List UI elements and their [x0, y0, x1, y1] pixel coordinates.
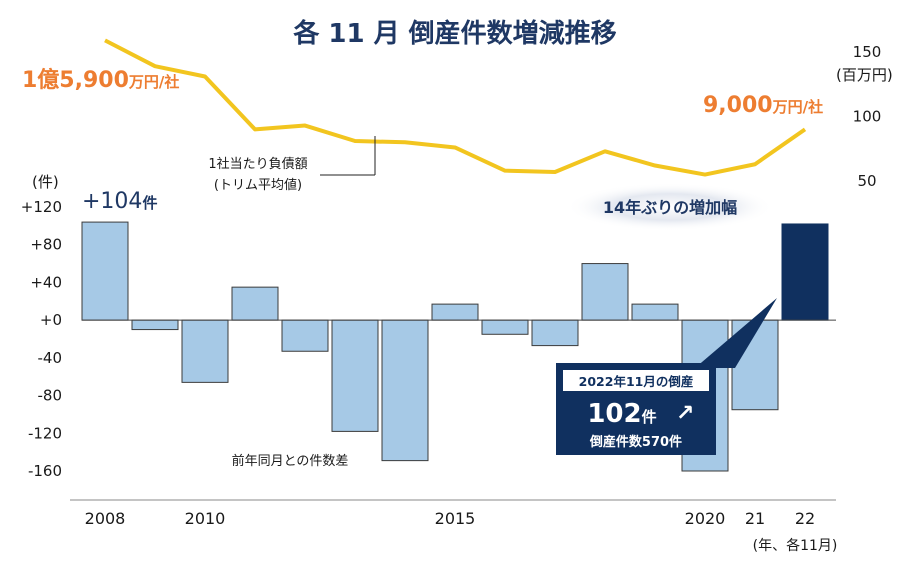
right-tick-label: 150: [853, 43, 882, 61]
left-tick-label: +0: [40, 311, 62, 329]
bar-2010: [181, 319, 229, 383]
callout-box-main: 102件: [587, 399, 656, 429]
first-bar-label: +104件: [82, 189, 157, 214]
bar-2009: [131, 319, 179, 331]
line-annotation-label-1: 1社当たり負債額: [208, 156, 307, 172]
increase-callout-text: 14年ぶりの増加幅: [603, 198, 737, 217]
x-tick-label: 22: [795, 509, 815, 528]
left-tick-label: +80: [30, 236, 62, 254]
bar-2017: [531, 319, 579, 347]
x-tick-label: 2020: [685, 509, 726, 528]
right-axis-ticks: 150 100 50: [853, 43, 882, 190]
right-axis-unit: (百万円): [836, 66, 893, 84]
bar-2022: [781, 223, 829, 321]
x-tick-label: 21: [745, 509, 765, 528]
bar-2016: [481, 319, 529, 335]
left-tick-label: +40: [30, 273, 62, 291]
left-tick-label: -80: [38, 387, 63, 405]
chart-title: 各 11 月 倒産件数増減推移: [292, 18, 616, 49]
x-tick-label: 2010: [185, 509, 226, 528]
left-tick-label: +120: [21, 198, 62, 216]
line-start-label: 1億5,900万円/社: [22, 67, 179, 93]
left-tick-label: -120: [28, 424, 62, 442]
x-axis-unit: (年、各11月): [753, 538, 838, 554]
left-axis-ticks: +120 +80 +40 +0 -40 -80 -120 -160: [21, 198, 62, 480]
increase-highlight-cloud: [566, 183, 774, 231]
bar-2013: [331, 319, 379, 432]
bar-2018: [581, 263, 629, 321]
left-axis-unit: (件): [32, 173, 59, 191]
callout-box-header: 2022年11月の倒産: [579, 374, 694, 389]
right-tick-label: 100: [853, 108, 882, 126]
bar-annotation-label: 前年同月との件数差: [232, 453, 349, 469]
right-tick-label: 50: [857, 172, 876, 190]
debt-line: [104, 38, 807, 177]
left-tick-label: -40: [38, 349, 63, 367]
bar-2012: [281, 319, 329, 352]
bar-series: [81, 221, 829, 472]
line-annotation-label-2: (トリム平均値): [214, 177, 302, 193]
bar-2011: [231, 286, 279, 321]
callout-pointer: [695, 298, 777, 368]
callout-box-header-bg: [563, 370, 709, 391]
callout-box-footer: 倒産件数570件: [589, 434, 682, 450]
callout-box-arrow-icon: ↗: [676, 401, 694, 426]
x-tick-label: 2015: [435, 509, 476, 528]
bar-2008: [81, 221, 129, 321]
x-tick-label: 2008: [85, 509, 126, 528]
x-axis-ticks: 2008 2010 2015 2020 21 22: [85, 509, 816, 528]
bar-2019: [631, 303, 679, 321]
line-end-label: 9,000万円/社: [703, 93, 823, 118]
left-tick-label: -160: [28, 462, 62, 480]
bar-2014: [381, 319, 429, 462]
bar-2015: [431, 303, 479, 321]
